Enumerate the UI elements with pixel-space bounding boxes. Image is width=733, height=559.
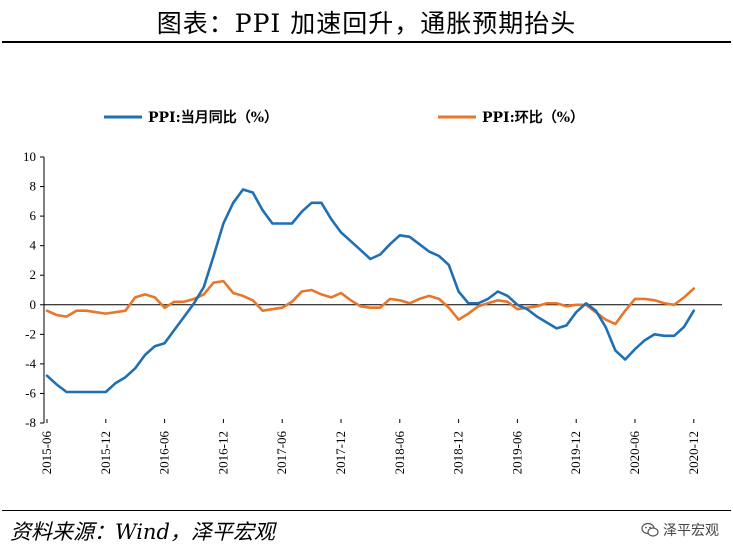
x-tick-label: 2015-06 <box>39 431 54 475</box>
wechat-icon <box>641 522 659 537</box>
legend-label-mom: PPI:环比（%） <box>482 109 584 126</box>
x-tick-label: 2016-06 <box>157 431 172 475</box>
y-tick-label: -8 <box>25 415 36 430</box>
x-tick-label: 2019-06 <box>509 431 524 475</box>
y-tick-label: -2 <box>25 326 36 341</box>
y-tick-label: 0 <box>30 297 37 312</box>
series-layer <box>45 188 696 394</box>
watermark: 泽平宏观 <box>641 520 719 540</box>
y-tick-label: 6 <box>30 208 37 223</box>
x-tick-label: 2017-06 <box>274 431 289 475</box>
x-tick-label: 2018-12 <box>451 431 466 474</box>
x-tick-label: 2020-12 <box>686 431 701 474</box>
y-tick-label: -4 <box>25 356 36 371</box>
footer-divider <box>2 510 731 511</box>
x-tick-label: 2020-06 <box>627 431 642 475</box>
x-tick-label: 2015-12 <box>98 431 113 474</box>
y-tick-label: -6 <box>25 385 36 400</box>
legend: PPI:当月同比（%） PPI:环比（%） <box>104 109 584 126</box>
y-tick-label: 10 <box>23 149 36 164</box>
watermark-text: 泽平宏观 <box>663 523 719 539</box>
x-tick-label: 2016-12 <box>215 431 230 474</box>
y-tick-label: 4 <box>30 238 37 253</box>
chart-title: 图表：PPI 加速回升，通胀预期抬头 <box>156 9 577 38</box>
x-tick-label: 2018-06 <box>392 431 407 475</box>
y-tick-label: 2 <box>30 267 37 282</box>
legend-label-yoy: PPI:当月同比（%） <box>148 109 278 126</box>
title-divider <box>2 41 731 43</box>
ppi-line-chart: PPI:当月同比（%） PPI:环比（%） 1086420-2-4-6-8201… <box>23 109 722 474</box>
y-tick-label: 8 <box>30 179 37 194</box>
x-tick-label: 2017-12 <box>333 431 348 474</box>
source-note: 资料来源：Wind，泽平宏观 <box>10 520 275 544</box>
x-tick-label: 2019-12 <box>568 431 583 474</box>
series-line-mom <box>45 279 696 326</box>
series-line-yoy <box>45 188 696 394</box>
